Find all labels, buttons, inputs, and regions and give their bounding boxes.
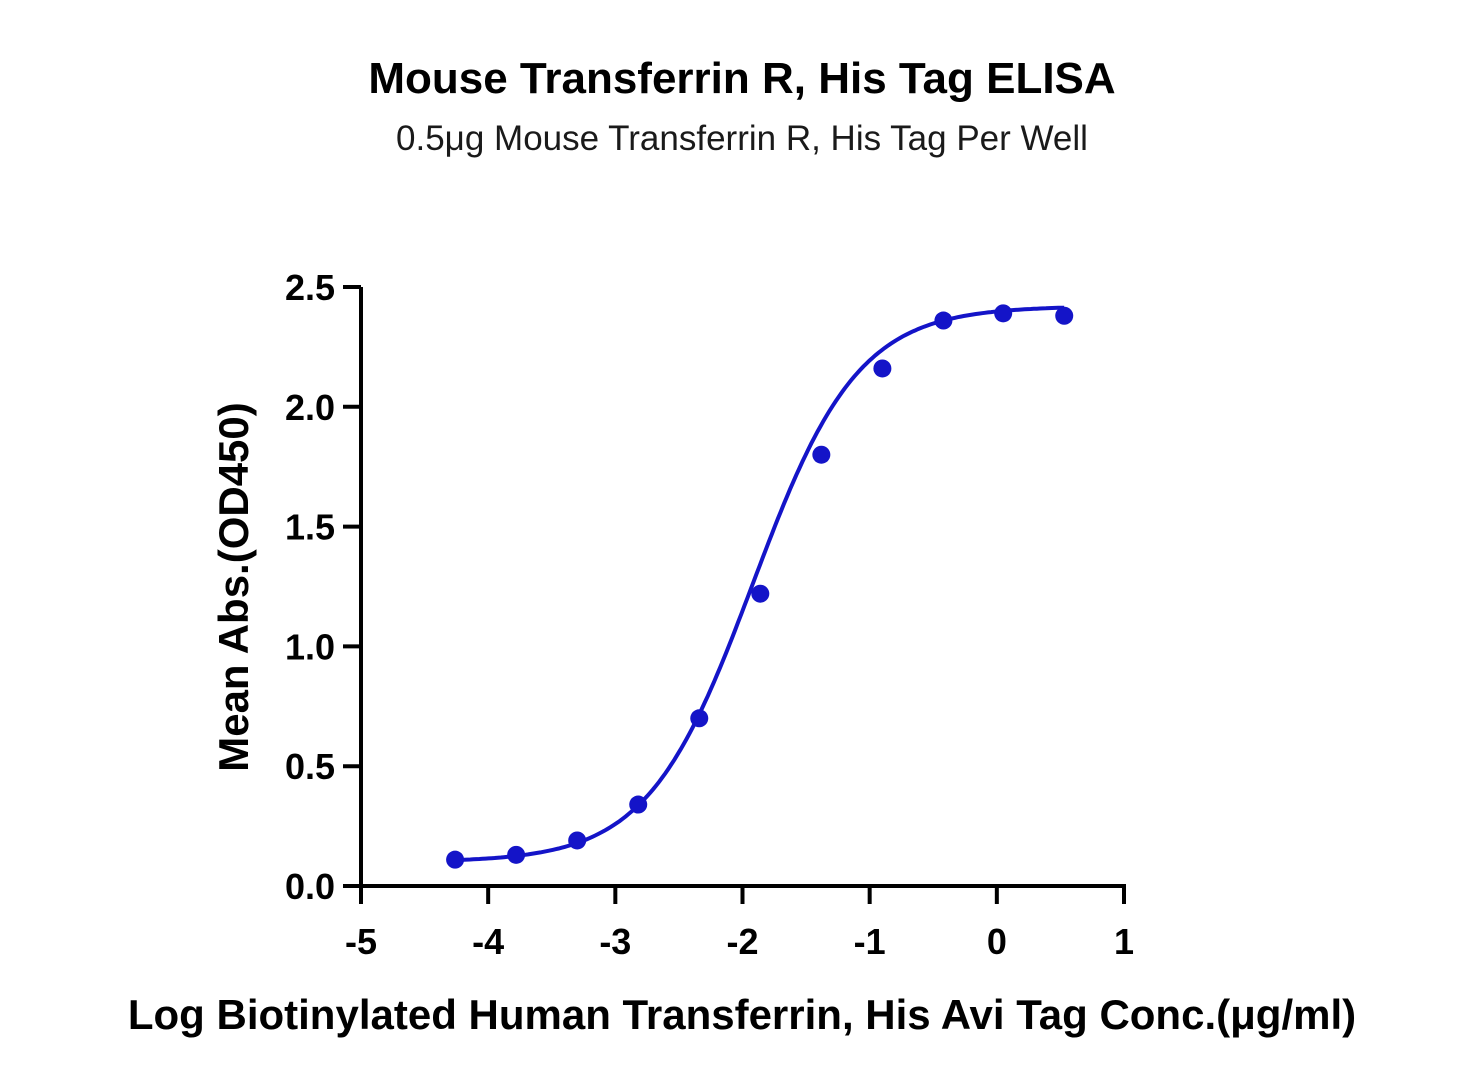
x-tick-label: -3 — [599, 921, 631, 962]
data-point — [507, 845, 526, 864]
x-axis-title: Log Biotinylated Human Transferrin, His … — [128, 991, 1356, 1038]
y-axis-ticks: 0.0 0.5 1.0 1.5 2.0 2.5 — [285, 267, 361, 907]
data-point — [690, 709, 709, 728]
data-point — [751, 584, 770, 603]
data-point — [1055, 306, 1074, 325]
data-point — [812, 445, 831, 464]
data-point — [629, 795, 648, 814]
axes — [359, 287, 1126, 888]
y-tick-label: 0.0 — [285, 866, 335, 907]
fit-curve — [455, 305, 1065, 863]
data-point — [934, 311, 953, 330]
x-tick-label: -5 — [345, 921, 377, 962]
chart-subtitle: 0.5μg Mouse Transferrin R, His Tag Per W… — [396, 119, 1088, 158]
x-tick-label: -4 — [472, 921, 504, 962]
y-tick-label: 1.0 — [285, 626, 335, 667]
y-tick-label: 2.5 — [285, 267, 335, 308]
data-point — [994, 304, 1013, 323]
data-point — [568, 831, 587, 850]
x-tick-label: 1 — [1114, 921, 1134, 962]
y-tick-label: 1.5 — [285, 507, 335, 548]
x-tick-label: -1 — [854, 921, 886, 962]
data-points — [446, 304, 1074, 869]
data-point — [873, 359, 892, 378]
y-tick-label: 0.5 — [285, 746, 335, 787]
x-tick-label: 0 — [987, 921, 1007, 962]
x-axis-ticks: -5 -4 -3 -2 -1 0 1 — [345, 886, 1134, 962]
y-axis-title: Mean Abs.(OD450) — [210, 402, 257, 772]
y-tick-label: 2.0 — [285, 387, 335, 428]
data-point — [446, 850, 465, 869]
chart-title: Mouse Transferrin R, His Tag ELISA — [368, 54, 1115, 103]
x-tick-label: -2 — [726, 921, 758, 962]
